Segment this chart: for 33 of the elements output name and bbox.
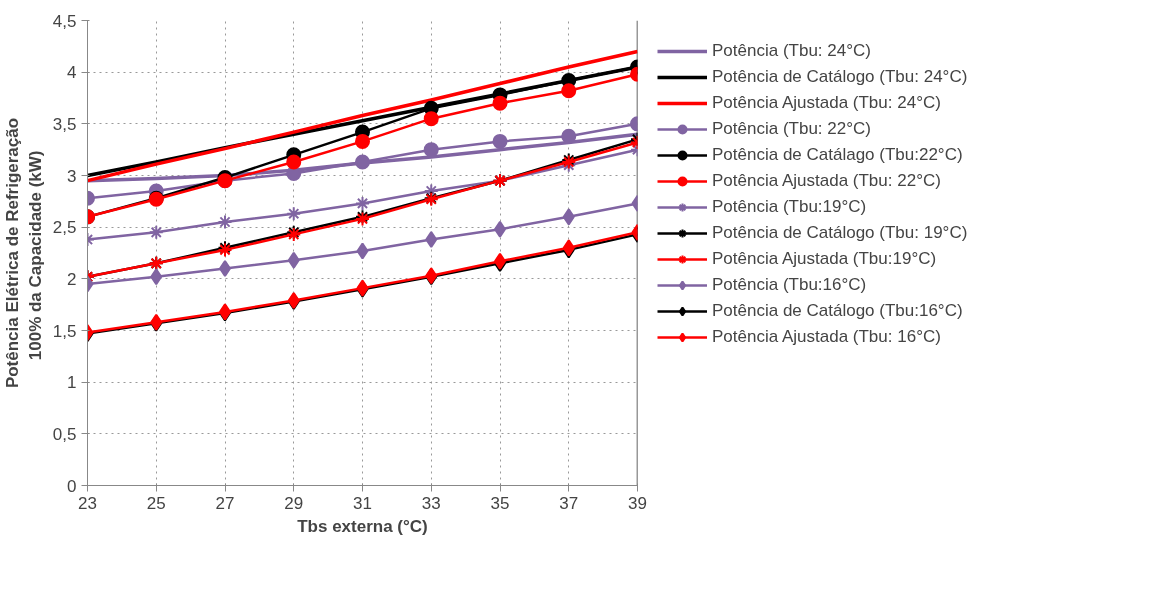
y-tick-label: 1,5 (52, 321, 77, 341)
legend-label: Potência de Catálogo (Tbu: 24°C) (712, 66, 968, 88)
x-tick-label: 27 (215, 493, 235, 513)
y-tick-label: 0,5 (52, 424, 77, 444)
legend-label: Potência Ajustada (Tbu: 16°C) (712, 326, 941, 348)
x-tick-label: 31 (353, 493, 372, 513)
x-axis-title: Tbs externa (°C) (297, 516, 428, 536)
legend-label: Potência de Catálogo (Tbu: 19°C) (712, 222, 968, 244)
y-tick-label: 3,5 (52, 114, 77, 134)
y-axis-title: Potência Elétrica de Refrigeração 100% da Capacidade (kW) (3, 117, 45, 389)
legend-label: Potência Ajustada (Tbu: 22°C) (712, 170, 941, 192)
legend-label: Potência (Tbu:19°C) (712, 196, 867, 218)
y-tick-label: 0 (67, 476, 77, 496)
legend-label: Potência Ajustada (Tbu:19°C) (712, 248, 937, 270)
y-tick-label: 1 (67, 373, 77, 393)
x-tick-label: 23 (78, 493, 97, 513)
legend-label: Potência de Catálago (Tbu:22°C) (712, 144, 963, 166)
x-tick-label: 35 (490, 493, 510, 513)
y-tick-label: 3 (67, 166, 77, 186)
legend-label: Potência de Catálogo (Tbu:16°C) (712, 300, 963, 322)
y-tick-label: 4,5 (52, 11, 77, 31)
x-tick-label: 37 (559, 493, 579, 513)
x-tick-label: 39 (628, 493, 647, 513)
x-tick-label: 25 (146, 493, 166, 513)
x-tick-label: 29 (284, 493, 304, 513)
legend-label: Potência (Tbu: 22°C) (712, 118, 871, 140)
y-tick-label: 2 (67, 269, 77, 289)
y-tick-label: 2,5 (52, 218, 77, 238)
legend-label: Potência (Tbu:16°C) (712, 274, 867, 296)
legend-label: Potência (Tbu: 24°C) (712, 40, 871, 62)
y-tick-label: 4 (67, 63, 77, 83)
x-tick-label: 33 (421, 493, 441, 513)
legend-label: Potência Ajustada (Tbu: 24°C) (712, 92, 941, 114)
